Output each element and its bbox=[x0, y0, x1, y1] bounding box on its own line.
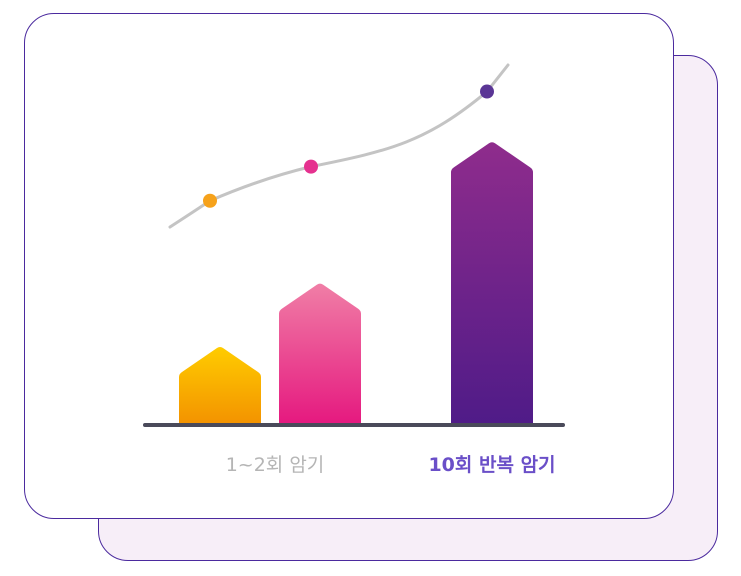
category-label-3: 10회 반복 암기 bbox=[428, 454, 556, 476]
trend-dot-3 bbox=[480, 84, 494, 99]
bar-2 bbox=[279, 283, 361, 425]
category-label-1: 1~2회 암기 bbox=[225, 454, 325, 476]
bar-3 bbox=[451, 142, 533, 425]
bar-1 bbox=[179, 347, 261, 425]
front-card bbox=[24, 13, 674, 519]
bars-group bbox=[179, 142, 533, 425]
trend-dots-group bbox=[203, 84, 494, 208]
trend-line bbox=[168, 63, 510, 229]
trend-dot-2 bbox=[304, 159, 318, 174]
trend-dot-1 bbox=[203, 193, 217, 208]
